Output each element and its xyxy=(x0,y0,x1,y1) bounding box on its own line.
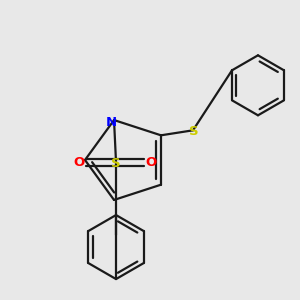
Text: N: N xyxy=(106,116,117,129)
Text: O: O xyxy=(146,156,157,169)
Text: O: O xyxy=(74,156,85,169)
Text: S: S xyxy=(189,125,199,138)
Text: S: S xyxy=(111,157,121,169)
